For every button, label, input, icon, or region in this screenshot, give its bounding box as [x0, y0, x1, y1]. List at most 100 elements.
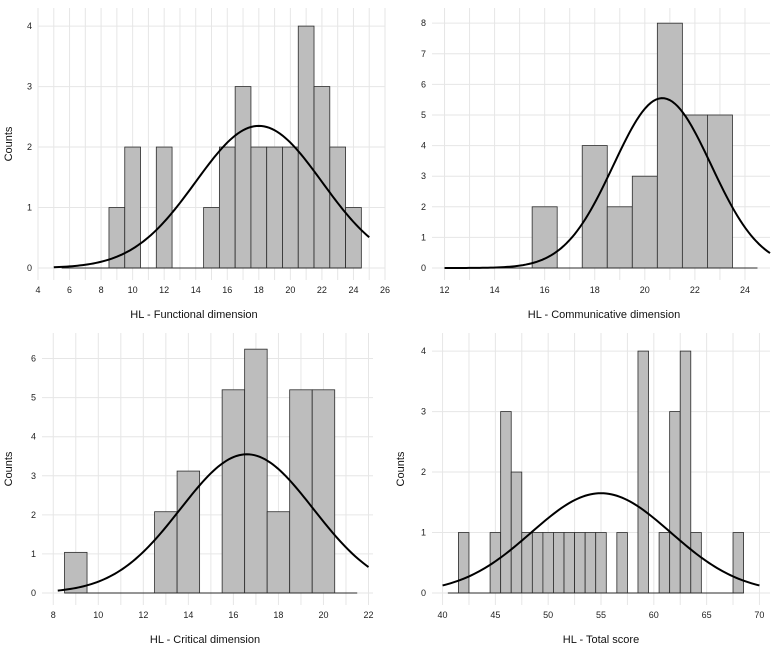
x-tick-label: 12	[159, 285, 169, 295]
histogram-panel-4: 40 45 50 55 60 65 70 0 1 2 3 4 HL - Total score Count…	[395, 333, 770, 645]
histogram-bar	[584, 532, 597, 594]
histogram-bar	[297, 25, 315, 269]
histogram-bar	[266, 146, 283, 269]
y-tick-label: 2	[421, 467, 426, 477]
y-tick-label: 1	[421, 232, 426, 242]
x-tick-label: 16	[540, 285, 550, 295]
x-axis-label: HL - Functional dimension	[130, 309, 257, 321]
x-tick-label: 40	[438, 610, 448, 620]
x-tick-label: 14	[191, 285, 201, 295]
histogram-bar	[658, 532, 671, 594]
histogram-bar	[616, 532, 628, 594]
normal-curve	[57, 453, 370, 592]
x-tick-label: 22	[690, 285, 700, 295]
y-tick-label: 0	[27, 263, 32, 273]
x-tick-label: 8	[99, 285, 104, 295]
histogram-bar	[282, 146, 299, 269]
normal-curve	[444, 97, 771, 269]
histogram-bar	[510, 471, 523, 594]
histogram-bar	[329, 146, 346, 269]
histogram-bar	[458, 532, 470, 594]
y-tick-label: 2	[27, 142, 32, 152]
y-tick-label: 0	[421, 263, 426, 273]
x-tick-label: 18	[254, 285, 264, 295]
x-axis-label: HL - Communicative dimension	[528, 309, 680, 321]
histogram-bar	[155, 146, 173, 269]
histogram-bar	[521, 532, 533, 594]
x-tick-label: 14	[183, 610, 193, 620]
y-tick-label: 4	[421, 346, 426, 356]
y-tick-label: 1	[31, 549, 36, 559]
y-tick-label: 3	[421, 171, 426, 181]
histogram-bar	[313, 86, 331, 269]
y-tick-label: 4	[31, 432, 36, 442]
x-tick-label: 26	[380, 285, 390, 295]
x-tick-label: 12	[138, 610, 148, 620]
x-axis-label: HL - Total score	[563, 634, 639, 645]
x-tick-label: 55	[596, 610, 606, 620]
x-tick-label: 60	[649, 610, 659, 620]
x-tick-label: 4	[35, 285, 40, 295]
x-tick-label: 8	[51, 610, 56, 620]
x-tick-label: 45	[490, 610, 500, 620]
y-tick-label: 3	[421, 407, 426, 417]
y-tick-label: 0	[421, 588, 426, 598]
x-tick-label: 18	[273, 610, 283, 620]
histogram-bar	[221, 389, 246, 594]
x-tick-label: 6	[67, 285, 72, 295]
y-tick-label: 4	[421, 141, 426, 151]
x-tick-label: 14	[490, 285, 500, 295]
y-tick-label: 2	[421, 202, 426, 212]
x-tick-label: 22	[317, 285, 327, 295]
y-tick-label: 5	[31, 393, 36, 403]
y-tick-label: 6	[421, 79, 426, 89]
histogram-bar	[500, 411, 512, 594]
histogram-bar	[244, 348, 268, 594]
x-tick-label: 10	[93, 610, 103, 620]
histogram-bar	[606, 206, 633, 269]
histogram-bar	[681, 114, 708, 269]
histogram-bar	[289, 389, 313, 594]
histogram-bar	[581, 145, 608, 269]
x-tick-label: 24	[348, 285, 358, 295]
y-tick-label: 1	[27, 203, 32, 213]
x-tick-label: 65	[702, 610, 712, 620]
histogram-bar	[154, 511, 178, 594]
histogram-bar	[218, 146, 236, 269]
x-tick-label: 24	[740, 285, 750, 295]
y-tick-label: 1	[421, 528, 426, 538]
histogram-bar	[707, 114, 733, 269]
y-axis-label: Counts	[395, 451, 407, 486]
histogram-bar	[690, 532, 702, 594]
y-tick-label: 0	[31, 588, 36, 598]
x-tick-label: 20	[285, 285, 295, 295]
histogram-bar	[531, 532, 544, 594]
histogram-bar	[656, 22, 683, 269]
histogram-bar	[669, 411, 681, 594]
y-tick-label: 3	[31, 471, 36, 481]
histogram-bar	[266, 511, 291, 594]
y-tick-label: 5	[421, 110, 426, 120]
x-tick-label: 18	[590, 285, 600, 295]
histogram-bar	[250, 146, 268, 269]
normal-curve	[53, 124, 370, 269]
x-tick-label: 16	[222, 285, 232, 295]
x-tick-label: 20	[318, 610, 328, 620]
histogram-bar	[311, 389, 336, 594]
x-tick-label: 16	[228, 610, 238, 620]
histogram-bar	[595, 532, 607, 594]
histogram-bar	[637, 350, 649, 594]
y-tick-label: 6	[31, 354, 36, 364]
y-tick-label: 4	[27, 21, 32, 31]
histogram-bar	[732, 532, 744, 594]
histogram-bar	[553, 532, 565, 594]
histogram-bar	[542, 532, 554, 594]
x-tick-label: 12	[440, 285, 450, 295]
x-tick-label: 50	[543, 610, 553, 620]
y-tick-label: 2	[31, 510, 36, 520]
histogram-bar	[631, 175, 658, 269]
